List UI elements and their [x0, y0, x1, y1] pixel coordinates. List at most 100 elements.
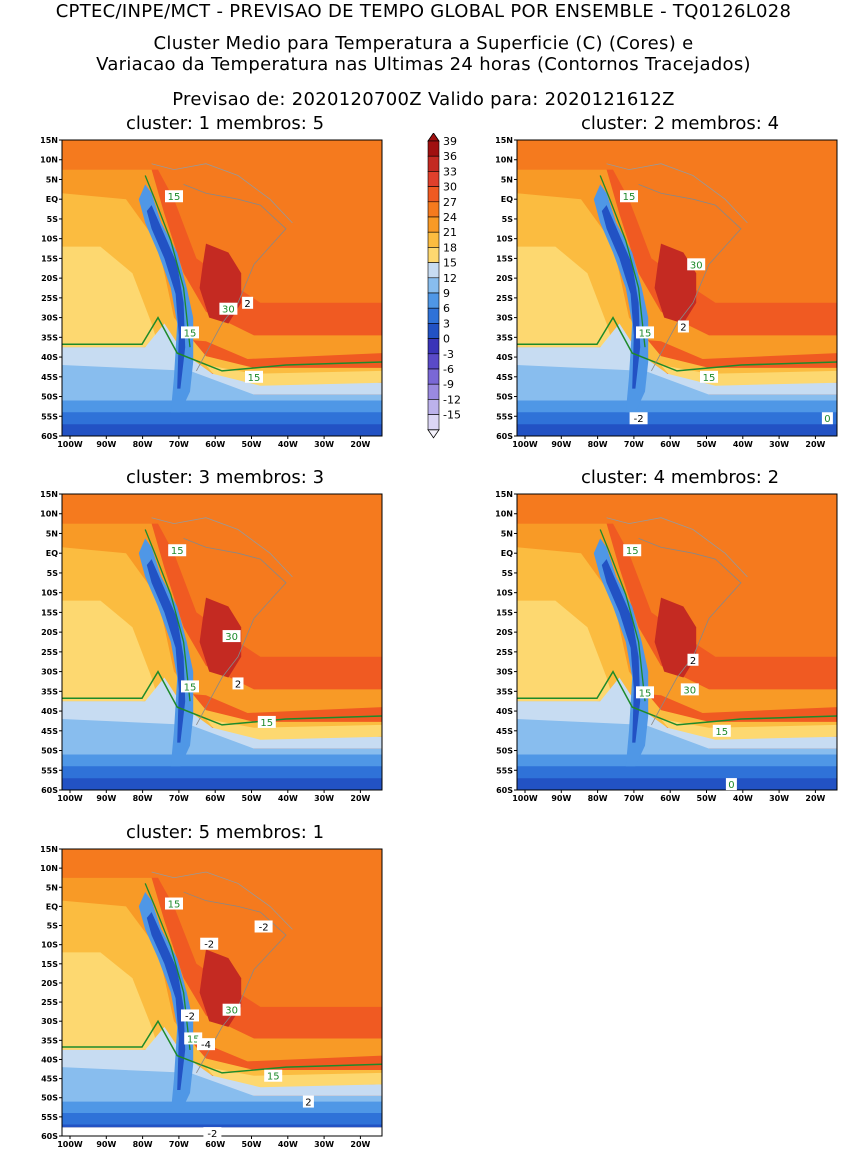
- lat-tick-label: 5S: [502, 569, 514, 578]
- lon-tick-label: 20W: [350, 794, 370, 803]
- contour-label: 30: [225, 632, 238, 643]
- contour-label: 2: [690, 656, 696, 667]
- contour-label: -2: [204, 940, 214, 951]
- contour-label: 0: [824, 414, 830, 425]
- lat-tick-label: 15N: [495, 491, 513, 499]
- contour-label: 15: [187, 1034, 200, 1045]
- contour-label: 15: [168, 900, 181, 911]
- lat-tick-label: 10N: [40, 510, 58, 519]
- lat-tick-label: 5S: [47, 922, 59, 931]
- lat-tick-label: EQ: [501, 195, 513, 204]
- map-panel-cluster-3: 15N 10N 5N EQ 5S 10S 15S 20S 25S 30S 35S 40S 45S 50S 5…: [30, 491, 385, 811]
- lat-tick-label: 10S: [41, 235, 58, 244]
- lat-tick-label: 25S: [41, 648, 58, 657]
- lon-tick-label: 80W: [133, 1140, 153, 1149]
- lat-tick-label: 50S: [41, 1094, 58, 1103]
- contour-label: 15: [623, 192, 636, 203]
- lat-tick-label: 50S: [41, 393, 58, 402]
- contour-label: 15: [639, 328, 652, 339]
- lat-tick-label: EQ: [501, 549, 513, 558]
- contour-label: 2: [305, 1098, 311, 1109]
- contour-label: 0: [728, 780, 734, 791]
- lat-tick-label: 55S: [496, 766, 513, 775]
- lon-tick-label: 90W: [96, 794, 116, 803]
- lon-tick-label: 80W: [588, 794, 608, 803]
- lat-tick-label: 15N: [495, 137, 513, 145]
- colorbar-label: 9: [443, 287, 450, 300]
- lat-tick-label: 60S: [41, 786, 58, 795]
- contour-label: -4: [201, 1040, 211, 1051]
- lat-tick-label: 50S: [41, 747, 58, 756]
- lat-tick-label: 5N: [501, 175, 513, 184]
- colorbar-label: 39: [443, 135, 457, 148]
- lon-tick-label: 50W: [697, 440, 717, 449]
- lon-tick-label: 60W: [205, 440, 225, 449]
- colorbar-swatch: [427, 140, 440, 157]
- colorbar-label: 33: [443, 165, 457, 178]
- lat-tick-label: 15N: [40, 137, 58, 145]
- lat-tick-label: 35S: [41, 687, 58, 696]
- lat-tick-label: 45S: [496, 373, 513, 382]
- colorbar-swatch: [427, 353, 440, 370]
- lon-tick-label: 40W: [278, 794, 298, 803]
- lat-tick-label: 15S: [41, 254, 58, 263]
- lat-tick-label: 5N: [501, 529, 513, 538]
- lat-tick-label: 20S: [41, 274, 58, 283]
- lon-tick-label: 70W: [169, 440, 189, 449]
- contour-label: 15: [260, 718, 273, 729]
- lat-tick-label: 15N: [40, 846, 58, 854]
- map-panel-cluster-1: 15N 10N 5N EQ 5S 10S 15S 20S 25S 30S 35S 40S 45S 50S 5…: [30, 137, 385, 457]
- lat-tick-label: 15S: [41, 608, 58, 617]
- lat-tick-label: 25S: [41, 998, 58, 1007]
- colorbar-swatch: [427, 307, 440, 324]
- lon-tick-label: 20W: [805, 440, 825, 449]
- colorbar-label: 0: [443, 333, 450, 346]
- colorbar-label: -12: [443, 393, 461, 406]
- contour-label: -2: [207, 1129, 217, 1140]
- lat-tick-label: 50S: [496, 747, 513, 756]
- contour-label: 15: [267, 1072, 280, 1083]
- lat-tick-label: 55S: [41, 412, 58, 421]
- colorbar-label: 15: [443, 257, 457, 270]
- colorbar-label: 27: [443, 196, 457, 209]
- map-panel-cluster-2: 15N 10N 5N EQ 5S 10S 15S 20S 25S 30S 35S 40S 45S 50S 5…: [485, 137, 840, 457]
- lat-tick-label: 10S: [41, 589, 58, 598]
- lat-tick-label: 10N: [495, 156, 513, 165]
- colorbar-swatch: [427, 383, 440, 400]
- colorbar-label: 3: [443, 317, 450, 330]
- header-title: CPTEC/INPE/MCT - PREVISAO DE TEMPO GLOBA…: [55, 1, 792, 22]
- lon-tick-label: 60W: [205, 1140, 225, 1149]
- lat-tick-label: 5N: [46, 529, 58, 538]
- lat-tick-label: 15N: [40, 491, 58, 499]
- contour-label: 15: [171, 546, 184, 557]
- contour-label: -2: [185, 1011, 195, 1022]
- lat-tick-label: 50S: [496, 393, 513, 402]
- colorbar-label: 6: [443, 302, 450, 315]
- temperature-colorbar: 39 36 33 30 27 24 21 18 15 12 9 6 3 0 -3 -6 -9 -12 -15: [425, 132, 485, 443]
- colorbar-label: -15: [443, 409, 461, 422]
- lat-tick-label: 60S: [496, 786, 513, 795]
- colorbar-swatch: [427, 155, 440, 172]
- lon-tick-label: 20W: [350, 440, 370, 449]
- lat-tick-label: 30S: [41, 1017, 58, 1026]
- map-panel-cluster-4: 15N 10N 5N EQ 5S 10S 15S 20S 25S 30S 35S 40S 45S 50S 5…: [485, 491, 840, 811]
- contour-label: 30: [225, 1006, 238, 1017]
- lat-tick-label: 5N: [46, 883, 58, 892]
- colorbar-label: -9: [443, 378, 454, 391]
- lon-tick-label: 100W: [57, 440, 83, 449]
- colorbar-swatch: [427, 262, 440, 279]
- lon-tick-label: 40W: [278, 1140, 298, 1149]
- colorbar-swatch: [427, 399, 440, 415]
- colorbar-label: 24: [443, 211, 457, 224]
- lon-tick-label: 100W: [512, 440, 538, 449]
- header-subtitle-2: Variacao da Temperatura nas Ultimas 24 h…: [96, 54, 751, 75]
- lat-tick-label: EQ: [46, 549, 58, 558]
- contour-label: 30: [683, 685, 696, 696]
- lat-tick-label: 5S: [47, 215, 59, 224]
- colorbar-label: 21: [443, 226, 457, 239]
- lon-tick-label: 50W: [697, 794, 717, 803]
- lat-tick-label: 45S: [41, 373, 58, 382]
- lon-tick-label: 20W: [350, 1140, 370, 1149]
- lat-tick-label: 10S: [496, 589, 513, 598]
- colorbar-swatch: [427, 216, 440, 233]
